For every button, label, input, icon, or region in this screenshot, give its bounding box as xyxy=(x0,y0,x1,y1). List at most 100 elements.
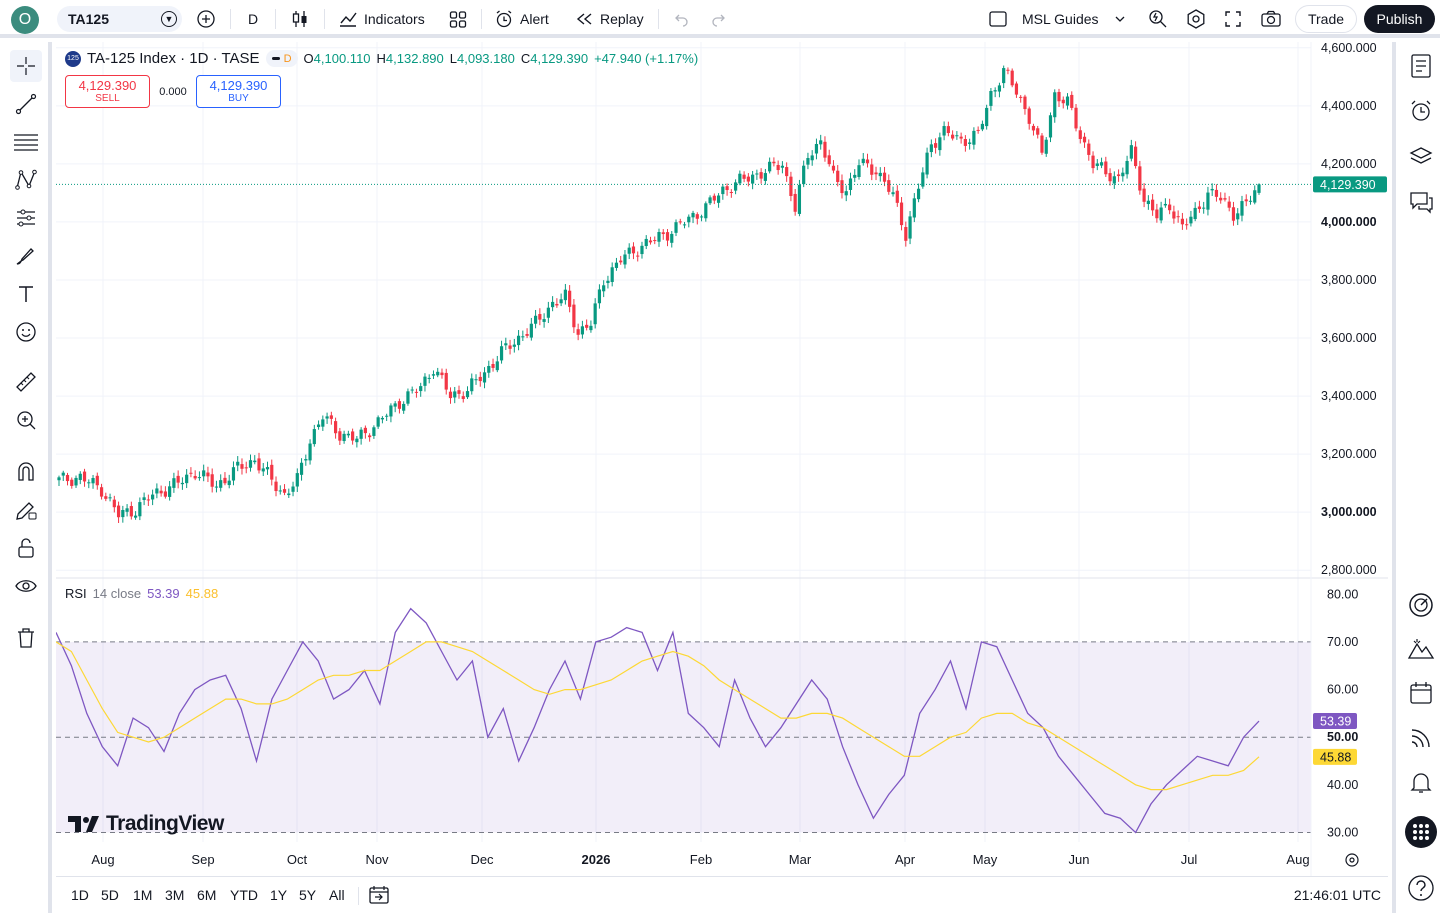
candle-body xyxy=(214,486,219,488)
candle-body xyxy=(895,190,899,203)
market-status-pill[interactable]: D xyxy=(265,50,298,67)
toolbar-divider xyxy=(481,9,482,29)
range-3m[interactable]: 3M xyxy=(165,887,185,903)
watchlist-button[interactable] xyxy=(1404,49,1438,83)
goto-date-button[interactable] xyxy=(368,885,390,908)
crosshair-tool[interactable] xyxy=(10,50,42,82)
trend-line-tool[interactable] xyxy=(10,88,42,120)
candle-body xyxy=(1180,218,1185,225)
candle-body xyxy=(99,487,104,497)
toolbar-divider xyxy=(658,9,659,29)
stay-drawing-tool[interactable] xyxy=(10,494,42,526)
undo-button[interactable] xyxy=(672,0,690,38)
candle-body xyxy=(938,137,942,151)
measure-tool[interactable] xyxy=(10,366,42,398)
layers-icon xyxy=(1409,147,1433,164)
layout-menu[interactable]: MSL Guides xyxy=(1022,0,1127,38)
candle-body xyxy=(674,222,678,233)
settings-button[interactable] xyxy=(1185,0,1207,38)
candle-body xyxy=(270,464,274,480)
range-5d[interactable]: 5D xyxy=(101,887,119,903)
tradingview-watermark[interactable]: TradingView xyxy=(68,812,224,836)
utc-clock[interactable]: 21:46:01 UTC xyxy=(1293,887,1381,903)
publish-button[interactable]: Publish xyxy=(1364,5,1435,33)
templates-button[interactable] xyxy=(448,0,468,38)
candle-body xyxy=(925,152,929,175)
alert-button[interactable]: Alert xyxy=(494,0,549,38)
calendar-button[interactable] xyxy=(1404,676,1438,710)
interval-button[interactable]: D xyxy=(248,0,258,38)
help-button[interactable] xyxy=(1404,871,1438,905)
trade-button[interactable]: Trade xyxy=(1295,5,1357,33)
sell-button[interactable]: 4,129.390 SELL xyxy=(65,75,150,108)
right-sidebar xyxy=(1392,42,1440,913)
pattern-tool[interactable] xyxy=(10,164,42,196)
candle-body xyxy=(1248,200,1253,202)
lock-tool[interactable] xyxy=(10,532,42,564)
zoom-tool[interactable] xyxy=(10,404,42,436)
range-1d[interactable]: 1D xyxy=(71,887,89,903)
add-symbol-button[interactable] xyxy=(196,0,216,38)
range-6m[interactable]: 6M xyxy=(197,887,217,903)
range-5y[interactable]: 5Y xyxy=(299,887,317,903)
rsi-legend[interactable]: RSI 14 close 53.39 45.88 xyxy=(65,586,218,601)
brush-tool[interactable] xyxy=(10,240,42,272)
quick-search-button[interactable] xyxy=(1147,0,1169,38)
candle-body xyxy=(338,431,342,441)
candle-body xyxy=(968,142,972,144)
candle-body xyxy=(431,374,436,376)
streams-button[interactable] xyxy=(1404,632,1438,666)
candle-body xyxy=(691,212,695,218)
range-all[interactable]: All xyxy=(329,887,345,903)
candle-body xyxy=(351,431,355,441)
snapshot-button[interactable] xyxy=(1260,0,1282,38)
chart-type-button[interactable] xyxy=(290,0,310,38)
buy-button[interactable]: 4,129.390 BUY xyxy=(196,75,281,108)
candle-body xyxy=(202,470,206,477)
symbol-search[interactable]: TA125 ▼ xyxy=(57,6,182,32)
ohlc-values: O4,100.110 H4,132.890 L4,093.180 C4,129.… xyxy=(304,51,699,66)
layout-checkbox[interactable] xyxy=(988,0,1008,38)
replay-button[interactable]: Replay xyxy=(574,0,644,38)
candle-body xyxy=(1002,68,1006,84)
candle-body xyxy=(627,247,631,254)
chats-button[interactable] xyxy=(1404,185,1438,219)
range-1m[interactable]: 1M xyxy=(133,887,153,903)
emoji-tool[interactable] xyxy=(10,316,42,348)
user-avatar[interactable]: O xyxy=(11,6,39,34)
candle-body xyxy=(197,477,202,479)
hide-tool[interactable] xyxy=(10,570,42,602)
notifications-button[interactable] xyxy=(1404,765,1438,799)
rsi-value: 53.39 xyxy=(147,586,180,601)
fullscreen-button[interactable] xyxy=(1223,0,1243,38)
candle-body xyxy=(1048,115,1053,138)
range-1y[interactable]: 1Y xyxy=(270,887,288,903)
object-tree-button[interactable] xyxy=(1404,140,1438,174)
chart-canvas[interactable]: 4,600.000 4,400.000 4,200.000 4,000.000 3,80… xyxy=(56,42,1388,876)
trend-line-icon xyxy=(15,93,37,115)
candle-body xyxy=(976,129,980,131)
fib-tool[interactable] xyxy=(10,126,42,158)
range-ytd[interactable]: YTD xyxy=(230,887,258,903)
indicators-button[interactable]: Indicators xyxy=(338,0,425,38)
candle-body xyxy=(465,391,470,398)
candle-body xyxy=(393,403,397,407)
compare-symbol-icon[interactable]: ▼ xyxy=(161,11,177,27)
candle-body xyxy=(878,172,882,177)
candle-body xyxy=(129,506,133,517)
magnet-tool[interactable] xyxy=(10,456,42,488)
forecast-tool[interactable] xyxy=(10,202,42,234)
text-tool[interactable] xyxy=(10,278,42,310)
candle-body xyxy=(1027,108,1031,124)
apps-button[interactable] xyxy=(1404,815,1438,849)
redo-button[interactable] xyxy=(710,0,728,38)
ideas-button[interactable] xyxy=(1404,588,1438,622)
plus-circle-icon xyxy=(197,10,215,28)
time-tick-label: Sep xyxy=(191,852,214,867)
news-button[interactable] xyxy=(1404,721,1438,755)
alerts-button[interactable] xyxy=(1404,94,1438,128)
gear-icon xyxy=(1187,9,1205,29)
symbol-title[interactable]: TA-125 Index · 1D · TASE xyxy=(87,50,260,67)
remove-drawings-tool[interactable] xyxy=(10,622,42,654)
target-icon xyxy=(1409,593,1433,617)
